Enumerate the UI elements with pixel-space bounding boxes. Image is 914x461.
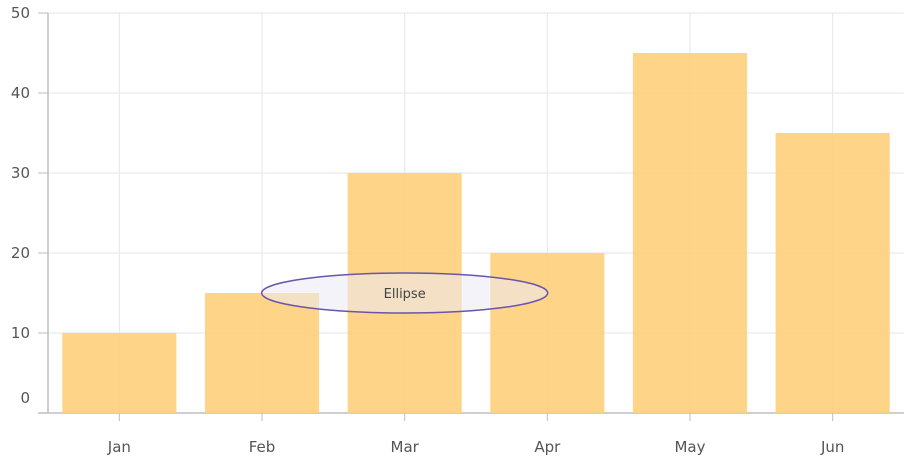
annotation: Ellipse bbox=[262, 273, 548, 313]
y-tick-label: 0 bbox=[20, 389, 30, 407]
bar-apr bbox=[490, 253, 604, 413]
bar-jan bbox=[62, 333, 176, 413]
y-tick-label: 50 bbox=[11, 4, 30, 22]
x-tick-label: Jan bbox=[107, 438, 131, 456]
bar-may bbox=[633, 53, 747, 413]
x-tick-label: May bbox=[674, 438, 705, 456]
bar-jun bbox=[776, 133, 890, 413]
y-tick-label: 20 bbox=[11, 244, 30, 262]
y-tick-label: 30 bbox=[11, 164, 30, 182]
x-tick-label: Jun bbox=[820, 438, 844, 456]
bar-feb bbox=[205, 293, 319, 413]
x-tick-label: Feb bbox=[249, 438, 276, 456]
x-tick-label: Mar bbox=[391, 438, 420, 456]
x-tick-label: Apr bbox=[534, 438, 561, 456]
y-tick-label: 10 bbox=[11, 324, 30, 342]
y-tick-label: 40 bbox=[11, 84, 30, 102]
annotation-label: Ellipse bbox=[384, 287, 426, 302]
bars bbox=[62, 53, 889, 413]
